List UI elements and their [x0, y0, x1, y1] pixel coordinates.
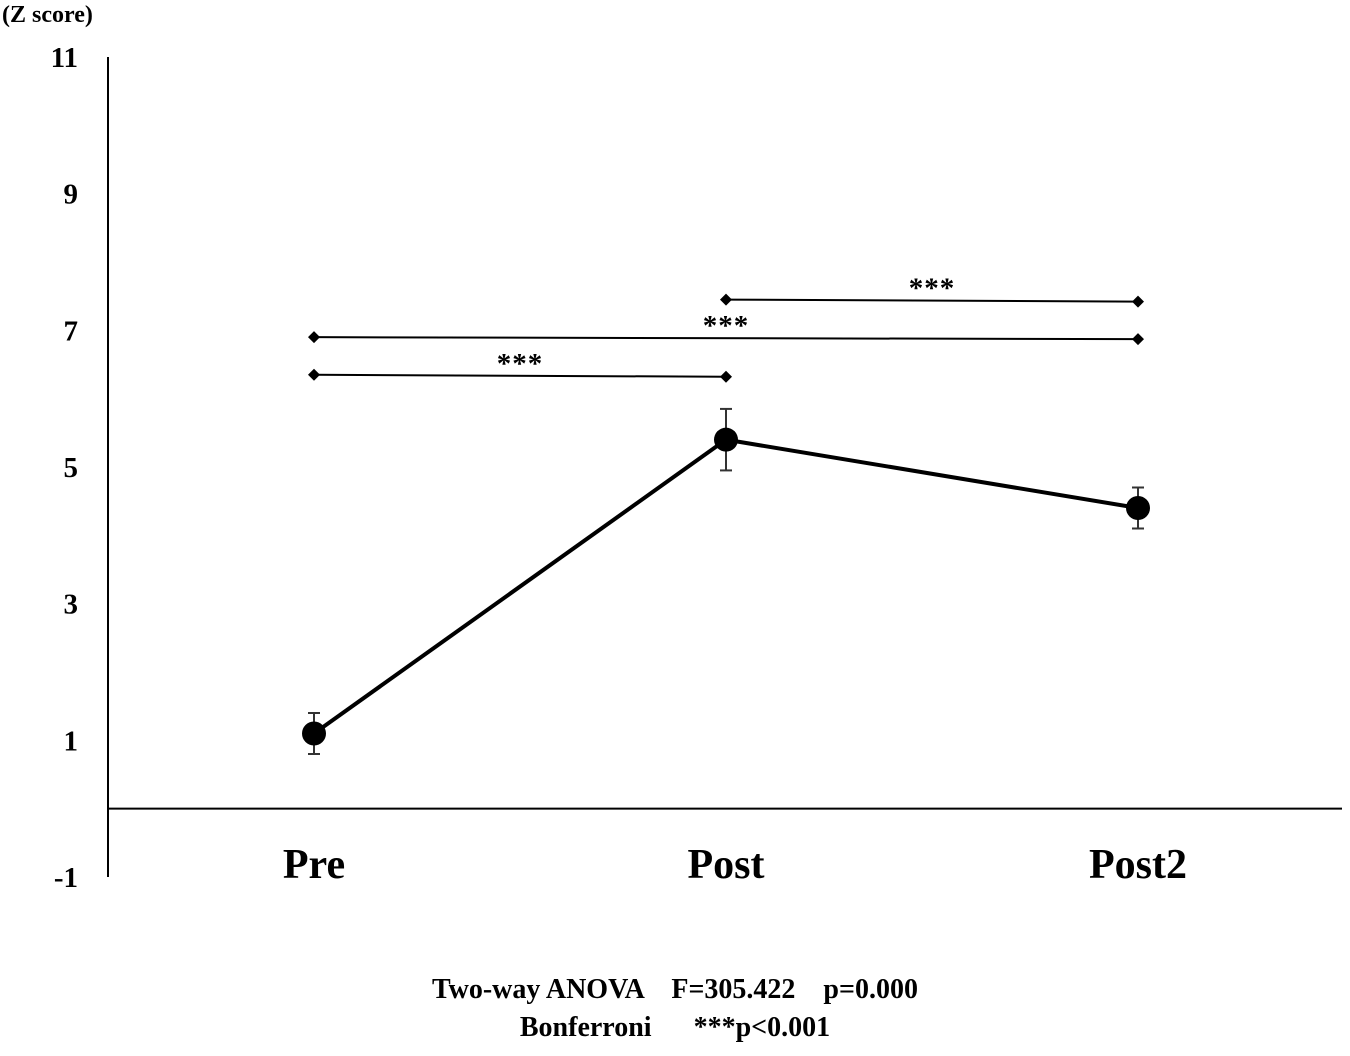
x-tick-label: Post2 [1089, 842, 1187, 888]
series-line [312, 437, 1139, 736]
significance-label: *** [703, 310, 750, 342]
significance-bracket-line [313, 336, 1139, 341]
significance-label: *** [909, 273, 956, 305]
anova-result-text: Two-way ANOVA F=305.422 p=0.000 [432, 974, 918, 1005]
x-tick-label: Pre [283, 842, 345, 888]
posthoc-note-text: Bonferroni ***p<0.001 [519, 1012, 831, 1043]
significance-bracket-line [313, 373, 727, 378]
y-tick-label: 9 [64, 179, 79, 211]
significance-bracket-line [725, 298, 1139, 303]
y-tick-label: 11 [51, 42, 78, 74]
y-tick-label: -1 [54, 862, 78, 894]
y-tick-label: 7 [64, 315, 79, 347]
y-tick-label: 5 [64, 452, 79, 484]
y-tick-label: 1 [64, 725, 79, 757]
bracket-end-marker [308, 368, 320, 381]
data-point [714, 427, 738, 452]
y-unit-label: (Z score) [2, 2, 93, 28]
y-tick-label: 3 [64, 589, 79, 621]
bracket-end-marker [1132, 333, 1144, 346]
bracket-end-marker [720, 293, 732, 306]
data-point [1126, 496, 1150, 520]
bracket-end-marker [1132, 295, 1144, 308]
x-tick-label: Post [688, 842, 765, 888]
significance-label: *** [497, 348, 544, 380]
bracket-end-marker [720, 370, 732, 383]
data-point [302, 721, 326, 746]
bracket-end-marker [308, 331, 320, 344]
